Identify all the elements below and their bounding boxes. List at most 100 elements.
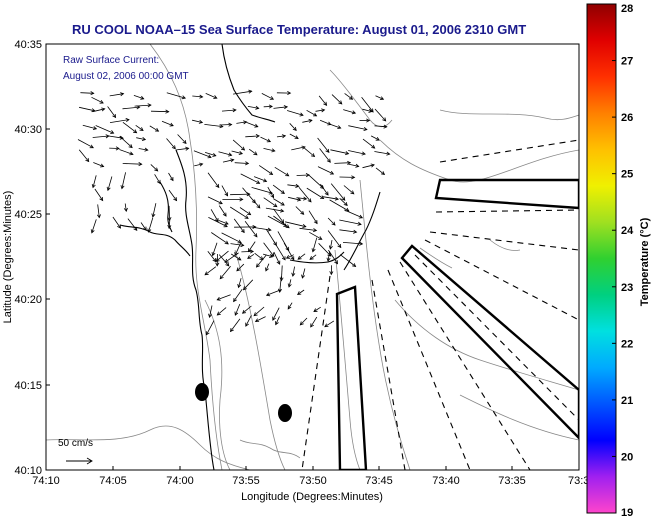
current-vector-head (308, 118, 313, 123)
current-vector-head (138, 162, 143, 167)
current-vector (207, 251, 217, 262)
current-vector (108, 135, 124, 139)
current-vector-head (228, 122, 233, 127)
current-vector (299, 227, 317, 231)
current-vector-head (301, 274, 306, 279)
current-vector-head (334, 260, 338, 265)
current-vector (246, 122, 258, 128)
current-vector (122, 106, 140, 110)
current-vector (107, 106, 116, 118)
current-vector-head (287, 90, 292, 96)
current-vector (166, 92, 186, 99)
current-vector-head (270, 194, 275, 199)
current-vector (307, 174, 324, 189)
colorbar-tick-label: 26 (621, 112, 633, 124)
current-vector (318, 243, 332, 257)
current-vector-head (144, 147, 149, 152)
current-vector-head (205, 331, 210, 336)
current-vector (362, 108, 372, 112)
current-vector-head (230, 158, 235, 163)
current-vector (285, 221, 306, 228)
figure-title: RU COOL NOAA–15 Sea Surface Temperature:… (72, 22, 526, 37)
map-area: 50 cm/s Raw Surface Current: August 02, … (46, 44, 579, 470)
current-vector (344, 209, 363, 219)
current-vector (288, 279, 292, 287)
buoy-marker (195, 383, 209, 401)
current-vector (330, 124, 341, 129)
current-vector (261, 93, 274, 100)
current-vector-head (99, 196, 104, 202)
current-vector-head (91, 184, 96, 189)
current-vector (273, 251, 281, 265)
current-vector (339, 254, 356, 267)
current-vector-head (350, 190, 355, 195)
current-vector (222, 159, 234, 163)
radar-beam (439, 139, 579, 163)
x-tick-labels: 74:10 74:05 74:00 73:55 73:50 73:45 73:4… (32, 475, 589, 487)
current-vector-head (224, 221, 229, 225)
current-vector (166, 138, 176, 149)
radar-beam (429, 231, 579, 251)
current-vector-head (169, 122, 174, 127)
current-vector-head (355, 163, 360, 168)
current-vector-head (169, 176, 174, 182)
current-vector-head (276, 260, 281, 265)
current-vector-head (92, 126, 98, 130)
channel-outline (335, 285, 368, 470)
current-vector-head (325, 148, 330, 153)
current-vector (317, 137, 330, 153)
radar-beam (399, 261, 531, 470)
current-vector-head (100, 163, 105, 168)
current-vector (233, 90, 252, 95)
current-vector (339, 229, 357, 233)
current-vector-head (278, 288, 283, 293)
x-tick-label: 74:10 (32, 475, 60, 487)
current-vector-head (90, 91, 95, 96)
current-vector-head (371, 144, 376, 149)
current-vector (329, 199, 350, 212)
current-vector (265, 207, 284, 212)
current-vector-head (237, 239, 242, 244)
current-vector-head (151, 213, 156, 218)
y-tick-label: 40:20 (14, 294, 42, 306)
current-vector (92, 108, 105, 113)
scale-arrow (66, 457, 93, 465)
current-vector (119, 149, 134, 155)
current-vector-head (237, 283, 242, 289)
current-vector-head (252, 224, 257, 229)
channel-outline (400, 244, 579, 440)
current-vector (244, 221, 258, 238)
current-vector-head (241, 146, 246, 151)
current-vector (92, 175, 97, 188)
current-vector (207, 196, 223, 204)
current-vector-head (128, 144, 133, 149)
current-vector (175, 147, 189, 151)
current-vector (375, 167, 385, 175)
current-vector-head (352, 263, 357, 268)
current-vector-head (89, 144, 94, 149)
radar-beam (435, 209, 579, 213)
current-vector-head (256, 180, 261, 184)
current-vector (319, 119, 331, 125)
current-vector-head (214, 217, 219, 223)
current-vector-head (215, 257, 220, 262)
current-vector-head (267, 227, 272, 232)
current-vector (109, 119, 130, 123)
current-vector-head (337, 243, 342, 249)
current-vector-head (211, 252, 216, 257)
current-vector (248, 241, 256, 252)
current-vector-head (120, 185, 125, 190)
current-vector-head (324, 191, 329, 196)
current-vector-head (279, 277, 284, 282)
current-vector-head (299, 112, 304, 117)
current-vector (77, 139, 94, 149)
current-vector-head (133, 226, 138, 231)
current-vector-head (242, 286, 247, 291)
current-vector-head (198, 119, 204, 124)
current-vector-head (90, 229, 95, 234)
current-vector (254, 252, 264, 260)
current-vector-head (343, 201, 348, 206)
current-vector-head (323, 101, 328, 106)
current-vector (267, 215, 287, 227)
current-vector (292, 266, 295, 277)
